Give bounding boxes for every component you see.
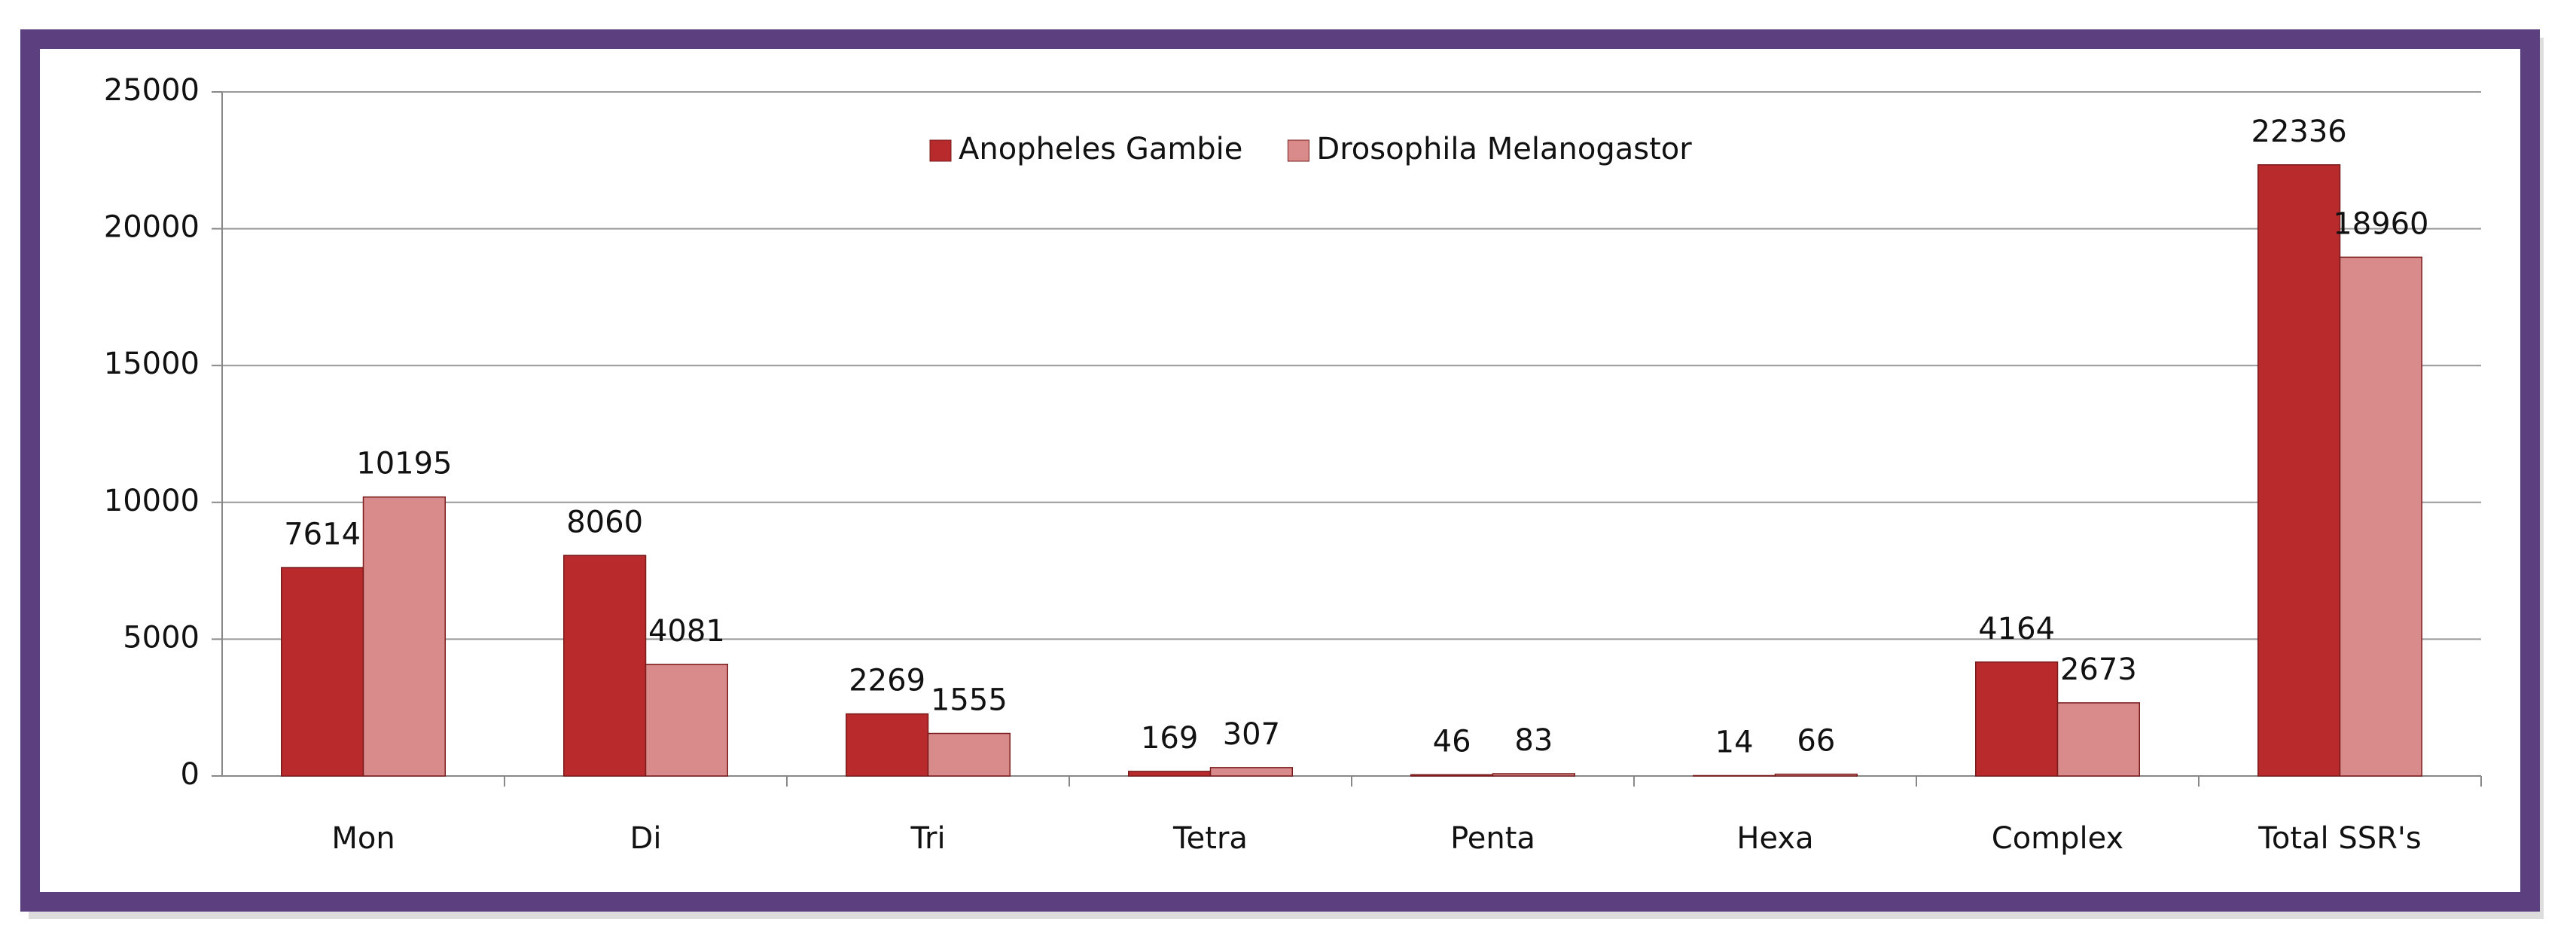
data-label: 2673: [2060, 652, 2137, 687]
x-tick-label: Tetra: [1172, 821, 1248, 856]
data-label: 7614: [284, 517, 361, 551]
legend-swatch: [929, 139, 952, 162]
y-tick-label: 0: [181, 757, 200, 792]
bar: [1410, 774, 1494, 777]
bar: [1128, 771, 1212, 777]
data-label: 169: [1141, 721, 1198, 756]
data-label: 83: [1514, 723, 1553, 758]
x-tick-label: Hexa: [1736, 821, 1813, 856]
y-tick-label: 15000: [104, 347, 200, 381]
legend-swatch: [1287, 139, 1309, 162]
y-tick-label: 5000: [123, 620, 200, 655]
bar: [1693, 774, 1776, 777]
data-label: 307: [1223, 717, 1280, 752]
y-tick-label: 10000: [104, 484, 200, 518]
bar: [2056, 702, 2140, 777]
data-label: 4164: [1978, 612, 2055, 646]
data-label: 22336: [2251, 115, 2347, 149]
x-tick-label: Penta: [1450, 821, 1535, 856]
bar: [563, 554, 647, 777]
x-tick-label: Mon: [331, 821, 395, 856]
bar: [645, 664, 728, 777]
y-tick-label: 25000: [104, 73, 200, 108]
data-label: 18960: [2333, 206, 2428, 241]
data-label: 4081: [648, 614, 725, 649]
legend-label: Drosophila Melanogastor: [1316, 132, 1692, 166]
data-label: 2269: [849, 664, 925, 698]
x-tick-label: Tri: [910, 821, 945, 856]
bar: [1209, 767, 1293, 777]
bar: [281, 567, 364, 777]
data-label: 10195: [356, 447, 452, 481]
bar: [1774, 773, 1858, 777]
bar: [1975, 661, 2059, 777]
bar: [846, 713, 929, 777]
bar: [1492, 773, 1575, 777]
x-tick-label: Total SSR's: [2257, 821, 2422, 856]
data-label: 46: [1433, 724, 1471, 759]
data-label: 1555: [931, 683, 1008, 718]
data-label: 14: [1715, 725, 1754, 759]
data-label: 66: [1797, 724, 1835, 759]
legend-label: Anopheles Gambie: [959, 132, 1242, 166]
bar: [362, 496, 446, 777]
x-tick-label: Complex: [1992, 821, 2123, 856]
x-tick-label: Di: [630, 821, 662, 856]
bar: [2257, 164, 2341, 777]
y-tick-label: 20000: [104, 210, 200, 245]
bar: [2339, 256, 2422, 777]
data-label: 8060: [566, 505, 643, 539]
bar: [927, 732, 1011, 777]
plot: 0 5000 10000 15000 20000 25000 Mon 7614 10195 Di 8…: [104, 73, 2482, 856]
